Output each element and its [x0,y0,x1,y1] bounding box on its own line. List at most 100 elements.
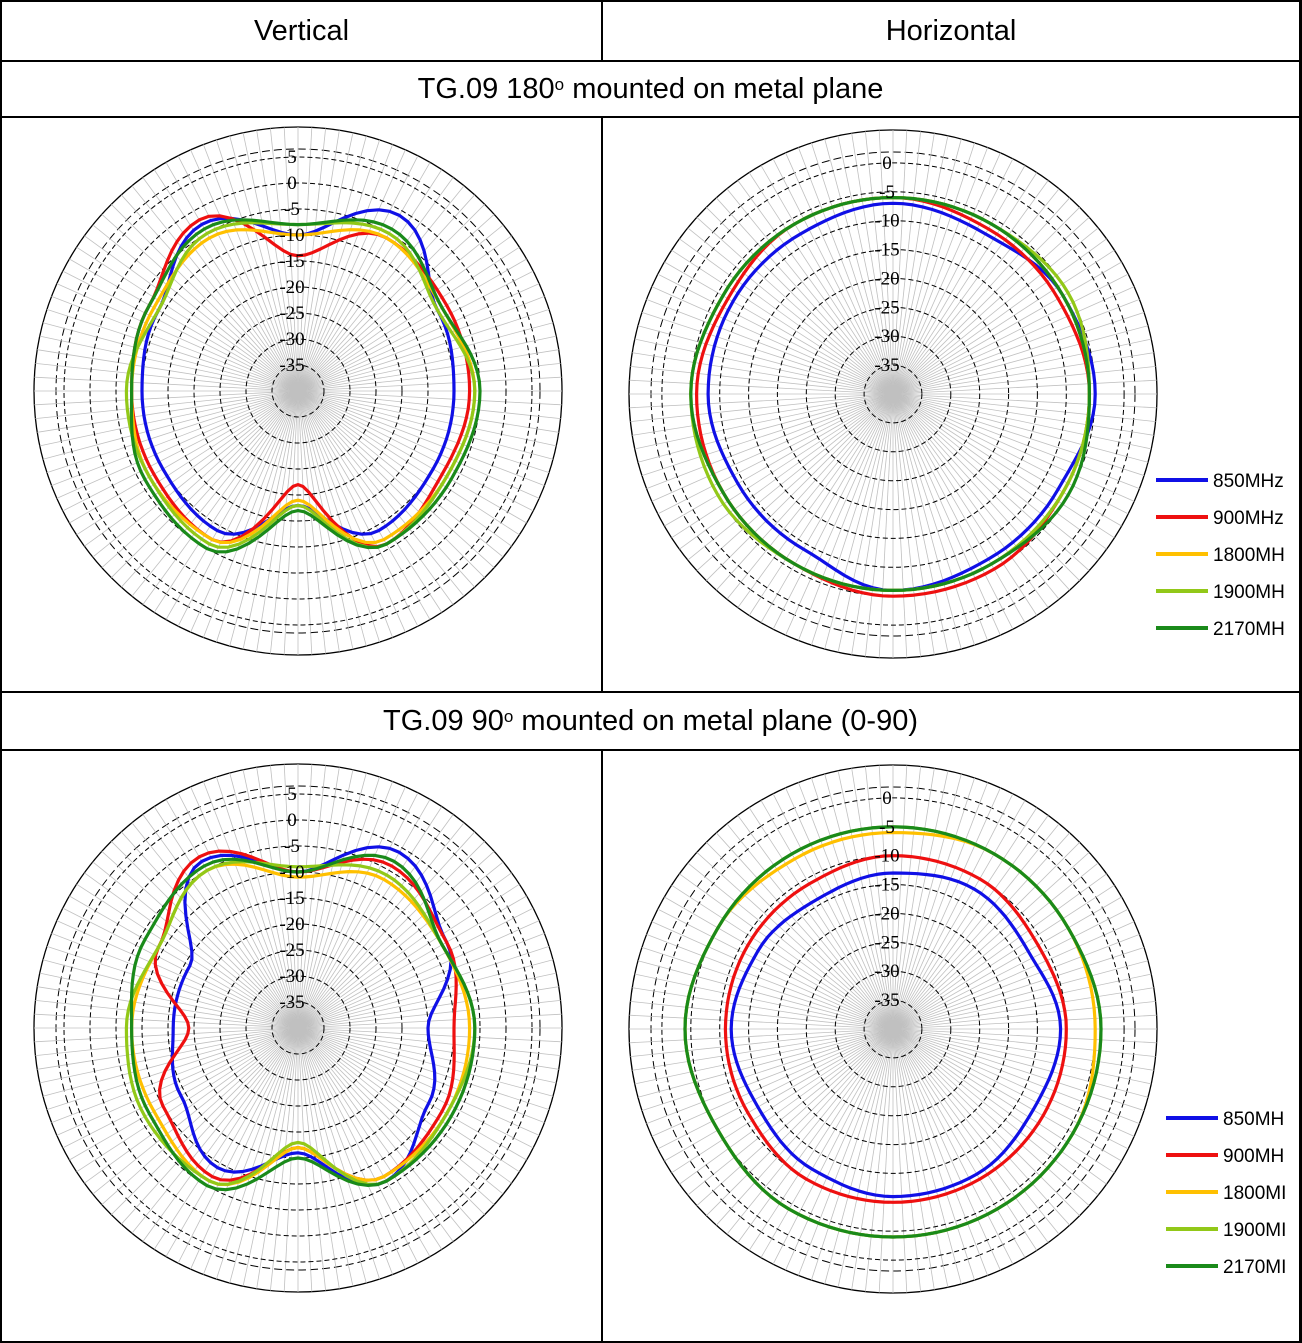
spoke-line [696,393,894,571]
spoke-line [297,390,550,473]
tick-label: 0 [882,788,892,809]
spoke-line [851,133,894,395]
grid-ring [776,912,1010,1146]
spoke-line [892,1028,1156,1057]
spoke-line [671,1028,894,1174]
spoke-line [892,393,1154,436]
spoke-line [641,947,894,1030]
spoke-line [892,249,1115,395]
spoke-line [297,1027,454,1242]
spoke-line [892,1028,988,1276]
spoke-line [772,1028,894,1265]
spoke-line [297,309,550,392]
spoke-line [632,352,894,395]
series-line-2170MHz [129,853,477,1192]
spoke-line [297,390,504,558]
polar-chart-horizontal-180: 0 -5 -10 -15 -20 -25 -30 -35 850MHz 900MHz 1800MH 1… [603,118,1299,691]
spoke-line [297,895,527,1029]
spoke-line [39,390,299,447]
spoke-line [297,390,512,547]
spoke-line [865,766,894,1030]
column-header-horizontal-text: Horizontal [885,14,1017,47]
legend-label: 1900MI [1223,1220,1286,1241]
spoke-line [892,393,1107,550]
spoke-line [737,180,894,395]
spoke-line [878,393,894,658]
polar-chart-vertical-180: 5 0 -5 -10 -15 -20 -25 -30 -35 [2,118,601,691]
spoke-line [892,787,1001,1030]
spoke-line [297,390,393,638]
spoke-line [892,286,1135,395]
polar-chart-svg: 5 0 -5 -10 -15 -20 -25 -30 -35 [33,763,563,1293]
legend-label: 900MH [1223,1146,1284,1167]
spoke-line [297,1027,475,1225]
legend-label: 900MHz [1213,508,1284,529]
spoke-line [634,1028,894,1085]
grid-ring [63,156,533,626]
spoke-line [37,390,299,433]
spoke-line [297,135,367,392]
spoke-line [811,777,894,1030]
spoke-line [297,390,406,633]
tick-label: -10 [874,846,899,867]
tick-label: -20 [874,903,899,924]
spoke-line [630,1001,894,1030]
tick-label: -5 [284,199,300,220]
spoke-line [297,920,540,1029]
table-border-left [0,0,2,1343]
spoke-line [632,987,894,1030]
spoke-line [76,246,299,392]
grid-ring [719,220,1067,568]
spoke-line [297,907,534,1029]
spoke-line [748,172,894,395]
spoke-line [892,1028,1107,1185]
grid-ring [271,364,325,418]
grid-ring [776,277,1010,511]
spoke-line [35,390,299,419]
tick-label: -30 [874,961,899,982]
spoke-line [892,1028,1080,1216]
spoke-line [297,861,504,1029]
series-line-2170MHz [689,196,1091,592]
spoke-line [121,1027,299,1225]
grid-ring [193,923,403,1133]
spoke-line [297,139,380,392]
spoke-line [687,862,894,1030]
spoke-line [748,393,894,616]
spoke-line [297,149,406,392]
spoke-line [892,393,1080,581]
spoke-line [92,1027,299,1195]
spoke-line [837,393,894,653]
spoke-line [297,204,485,392]
spoke-line [283,764,299,1029]
spoke-line [634,393,894,450]
series-group [124,208,482,554]
spoke-line [297,851,495,1029]
spoke-line [657,393,894,515]
spoke-line [297,769,354,1029]
spoke-line [56,390,299,499]
spoke-line [101,214,299,392]
spoke-line [892,800,1026,1030]
spoke-line [679,238,894,395]
spoke-line [229,772,299,1029]
spoke-line [297,258,527,392]
spoke-line [892,393,1122,527]
spoke-line [646,1028,894,1124]
grid-ring [748,884,1038,1174]
spoke-line [297,235,512,392]
spoke-line [892,393,1140,489]
spoke-line [46,946,299,1029]
tick-label: -15 [874,875,899,896]
table-border-row4 [0,749,1302,751]
spoke-line [798,782,894,1030]
spoke-line [671,393,894,539]
spoke-line [121,194,299,392]
spoke-line [203,144,299,392]
spoke-line [651,1028,894,1137]
spoke-line [716,393,894,591]
spoke-line [153,1027,299,1250]
polar-chart-svg: 5 0 -5 -10 -15 -20 -25 -30 -35 [33,126,563,656]
spoke-line [664,261,894,395]
tick-label: -30 [874,326,899,347]
